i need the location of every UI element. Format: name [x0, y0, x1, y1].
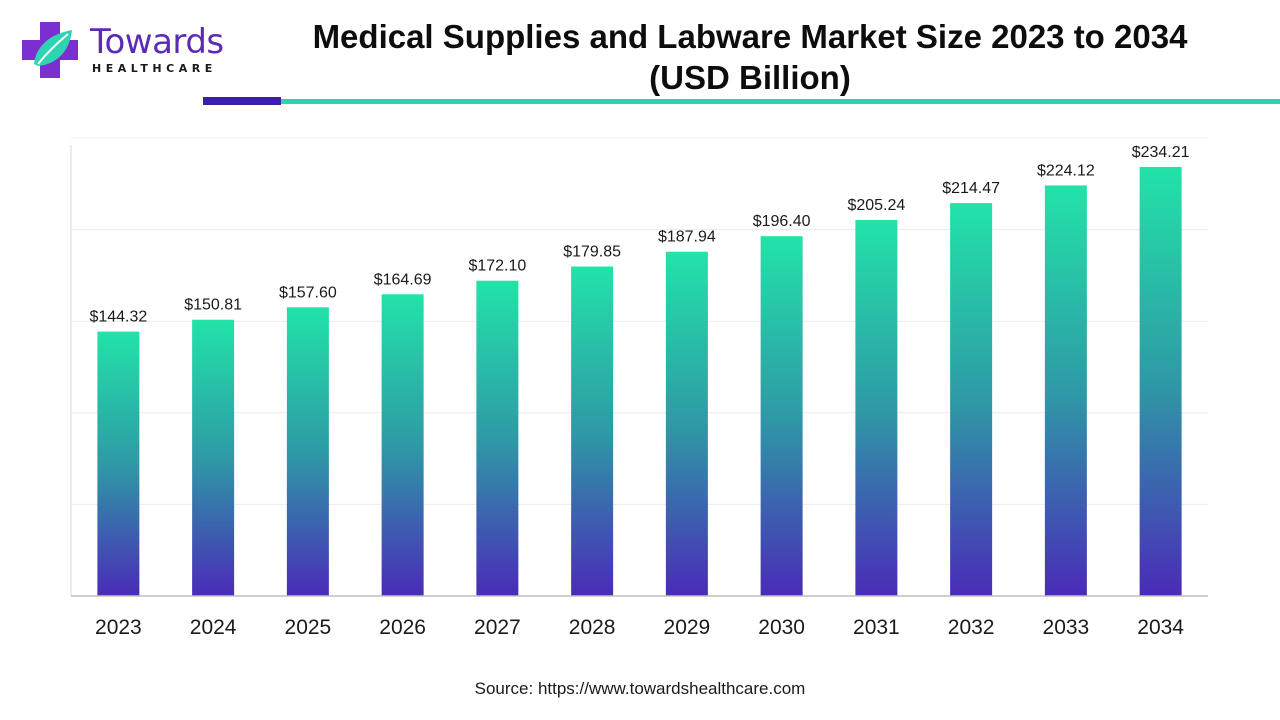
- bar-2031: [855, 220, 898, 597]
- data-label-2033: $224.12: [1037, 162, 1095, 179]
- x-tick-label-2024: 2024: [190, 616, 237, 639]
- medical-cross-leaf-icon: [22, 22, 78, 78]
- header-rule-accent: [203, 97, 281, 105]
- x-tick-label-2030: 2030: [758, 616, 805, 639]
- brand-tagline: HEALTHCARE: [92, 62, 217, 75]
- bar-2026: [381, 294, 424, 596]
- x-tick-labels: 2023 2024 2025 2026 2027 2028 2029 2030 2031 2032…: [95, 616, 1184, 639]
- data-label-2028: $179.85: [563, 244, 621, 261]
- data-label-2023: $144.32: [89, 309, 147, 326]
- x-tick-label-2033: 2033: [1043, 616, 1090, 639]
- x-tick-label-2034: 2034: [1137, 616, 1184, 639]
- bar-2033: [1044, 185, 1087, 596]
- brand-name: Towards: [90, 22, 224, 62]
- bar-2029: [665, 251, 708, 597]
- x-tick-label-2028: 2028: [569, 616, 616, 639]
- x-tick-label-2026: 2026: [379, 616, 426, 639]
- data-labels: $144.32 $150.81 $157.60 $164.69 $172.10 $179.…: [89, 144, 1189, 326]
- data-label-2025: $157.60: [279, 284, 337, 301]
- x-tick-label-2029: 2029: [664, 616, 711, 639]
- data-label-2034: $234.21: [1132, 144, 1190, 161]
- brand-logo: Towards HEALTHCARE: [20, 18, 240, 84]
- data-label-2029: $187.94: [658, 229, 716, 246]
- bars: [97, 166, 1182, 597]
- bar-2028: [571, 266, 614, 596]
- bar-2023: [97, 331, 140, 596]
- bar-2025: [286, 307, 329, 596]
- header-rule: [281, 99, 1280, 104]
- bar-2024: [192, 319, 235, 596]
- bar-2034: [1139, 166, 1182, 596]
- x-tick-label-2032: 2032: [948, 616, 995, 639]
- x-tick-label-2025: 2025: [285, 616, 332, 639]
- bar-2030: [760, 236, 803, 597]
- data-label-2032: $214.47: [942, 180, 1000, 197]
- data-label-2031: $205.24: [847, 197, 905, 214]
- bar-2027: [476, 280, 519, 596]
- gridlines: [71, 137, 1208, 505]
- x-tick-label-2031: 2031: [853, 616, 900, 639]
- x-tick-label-2027: 2027: [474, 616, 521, 639]
- data-label-2024: $150.81: [184, 297, 242, 314]
- data-label-2027: $172.10: [468, 258, 526, 275]
- chart-title: Medical Supplies and Labware Market Size…: [312, 18, 1188, 96]
- x-tick-label-2023: 2023: [95, 616, 142, 639]
- source-note: Source: https://www.towardshealthcare.co…: [474, 679, 806, 698]
- data-label-2030: $196.40: [753, 213, 811, 230]
- bar-2032: [950, 203, 993, 597]
- data-label-2026: $164.69: [374, 271, 432, 288]
